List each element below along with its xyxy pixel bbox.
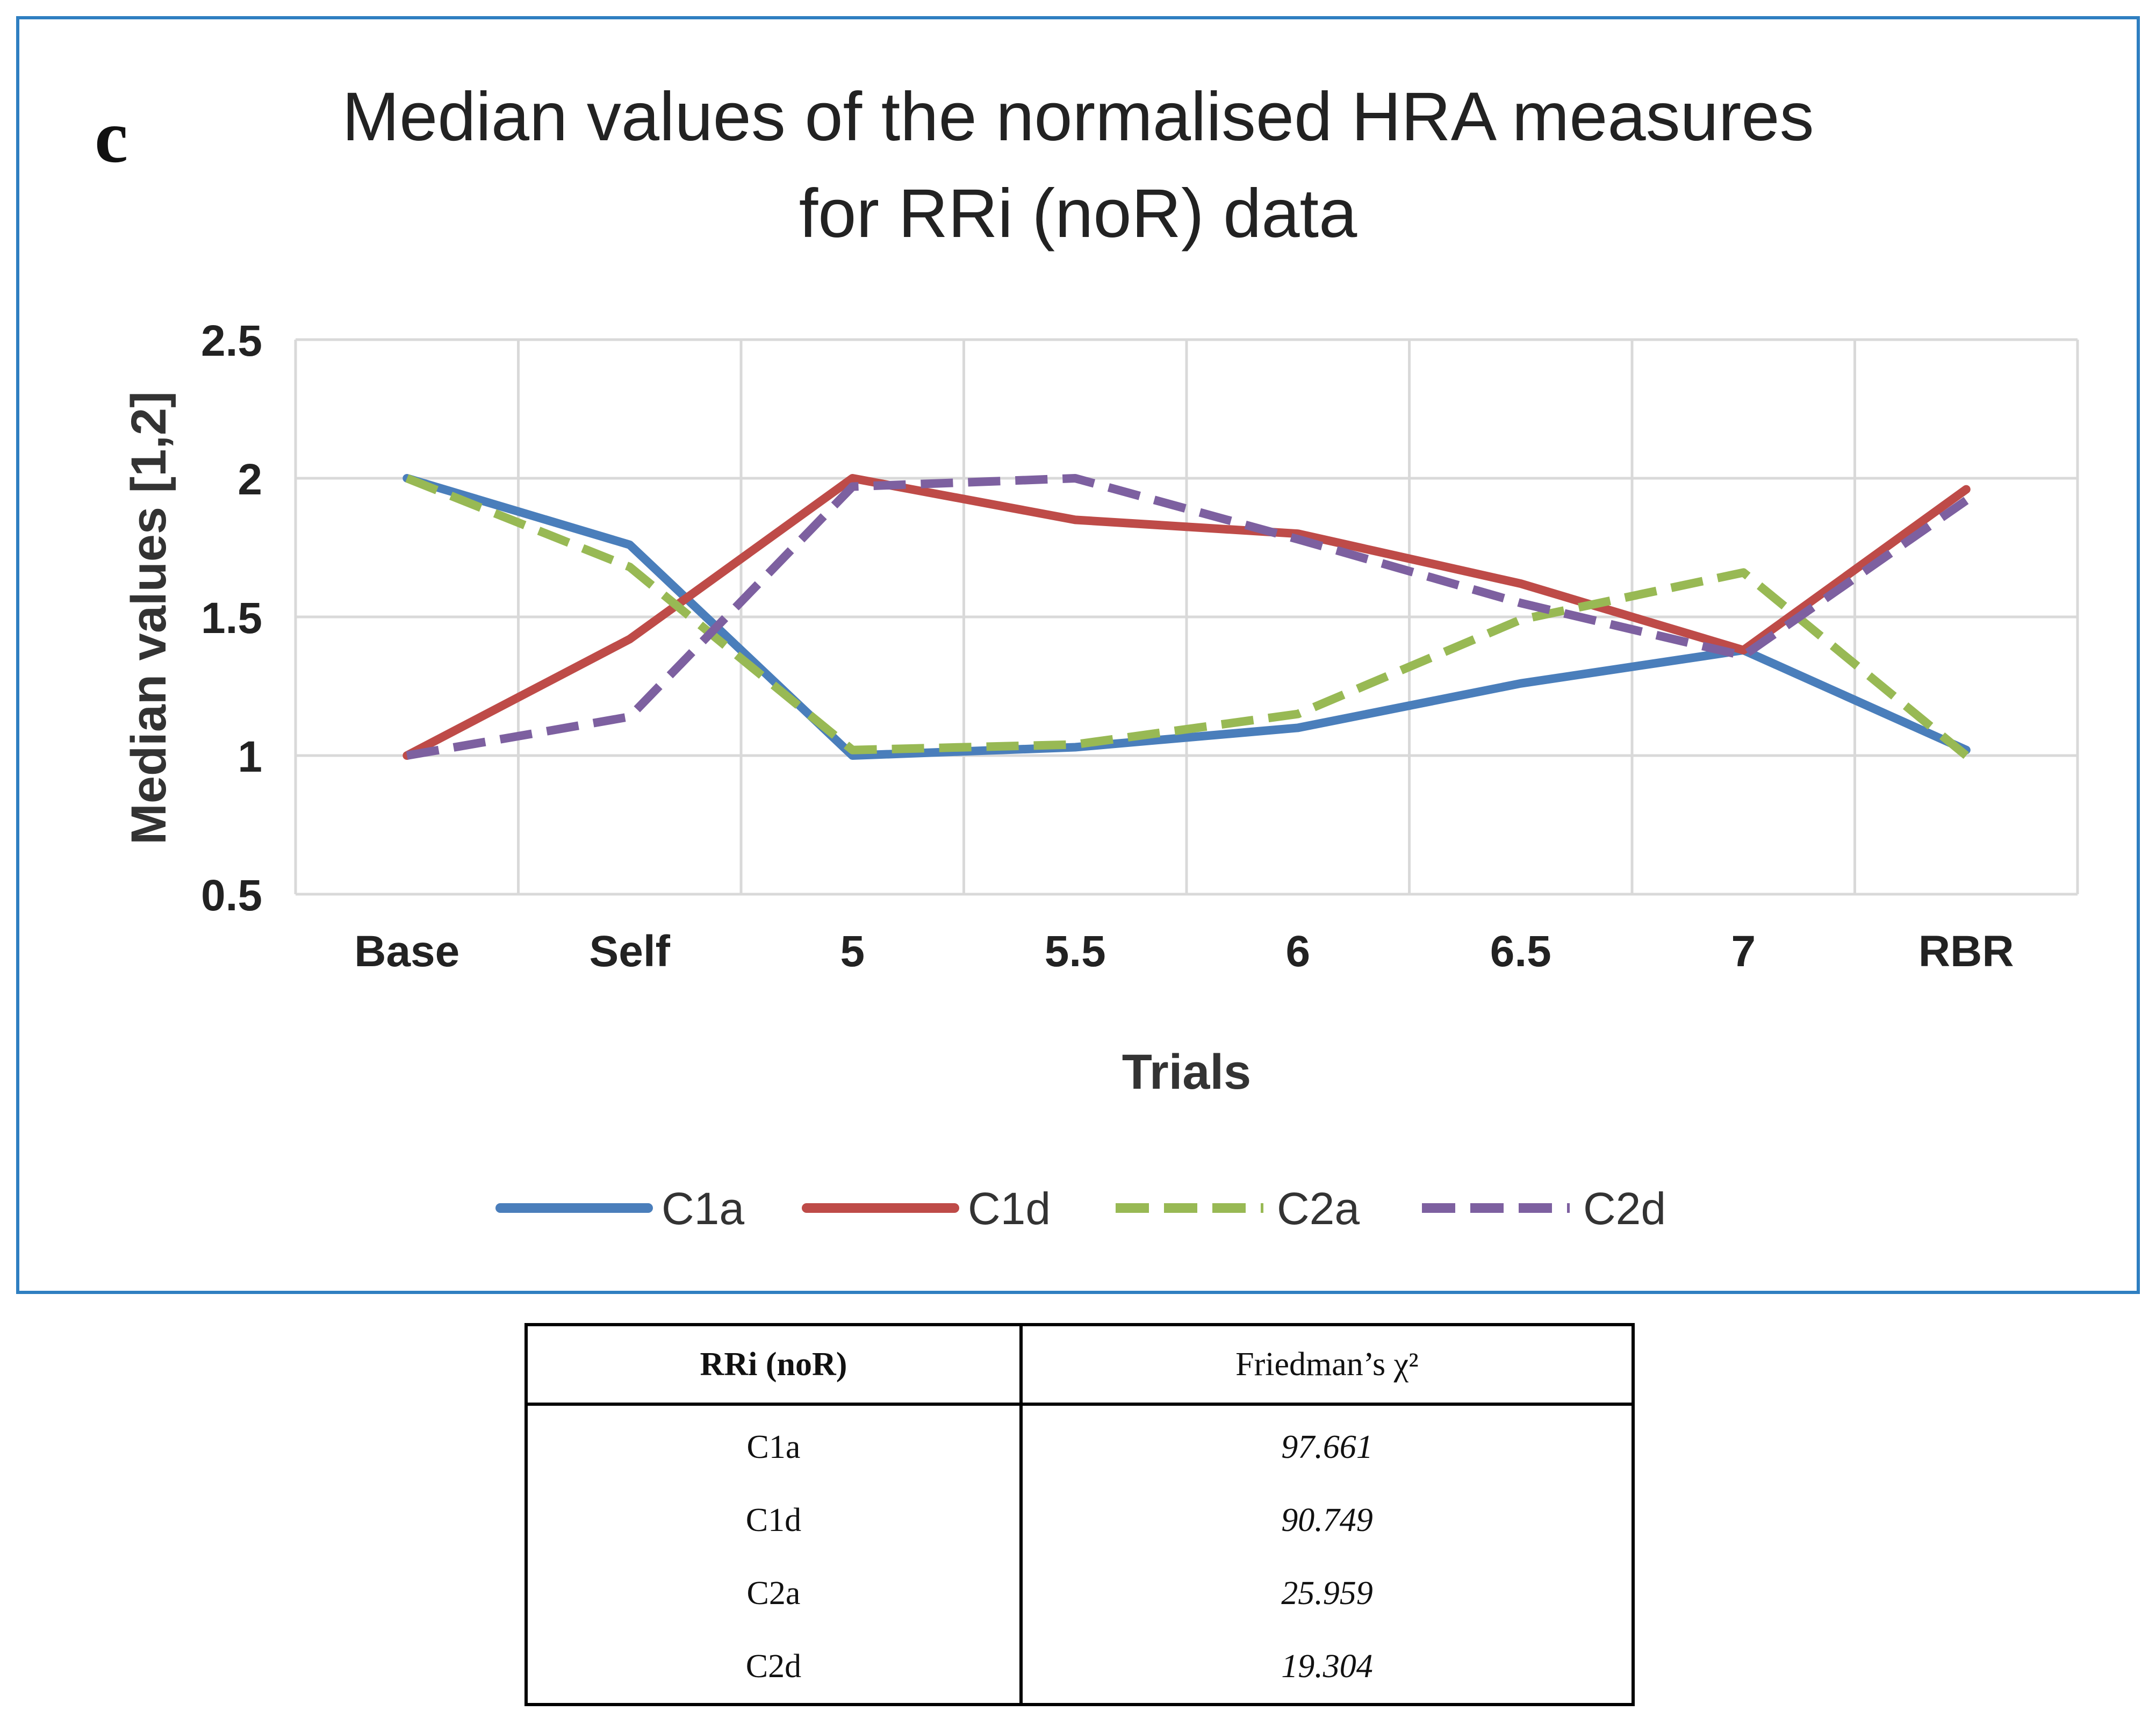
table-cell-measure: C2a	[526, 1557, 1023, 1630]
table-row: C1a 97.661	[526, 1404, 1633, 1484]
legend-label: C1a	[662, 1183, 744, 1234]
x-tick-label: 6.5	[1490, 927, 1551, 976]
table-row: C1d 90.749	[526, 1484, 1633, 1557]
y-tick-label: 1.5	[201, 594, 262, 643]
gridlines	[294, 338, 2079, 896]
x-tick-label: 6	[1285, 927, 1310, 976]
table-row: C2d 19.304	[526, 1630, 1633, 1705]
y-axis-label: Median values [1,2]	[121, 391, 176, 845]
friedman-table: RRi (noR) Friedman’s χ² C1a 97.661 C1d 9…	[524, 1323, 1635, 1706]
x-tick-label: Self	[590, 927, 671, 976]
series-line-c1a	[403, 474, 1971, 760]
table-header-measure: RRi (noR)	[526, 1325, 1023, 1406]
x-tick-label: RBR	[1918, 927, 2014, 976]
table-cell-value: 19.304	[1281, 1648, 1373, 1685]
table-cell-value: 90.749	[1281, 1501, 1373, 1539]
chart-title-line-1: Median values of the normalised HRA meas…	[342, 78, 1814, 155]
table-cell-value: 25.959	[1281, 1575, 1373, 1612]
x-tick-label: 5	[840, 927, 865, 976]
table-cell-measure: C1a	[526, 1404, 1023, 1484]
series-line-c2a	[405, 474, 1969, 759]
x-tick-label: 5.5	[1045, 927, 1106, 976]
series-line-c1d	[403, 474, 1971, 760]
axes: 0.5 1 1.5 2 2.5 Base Self 5 5.5 6 6.5 7 RBR	[201, 317, 2014, 976]
line-chart: c Median values of the normalised HRA me…	[95, 78, 2079, 1234]
y-tick-label: 2	[238, 455, 262, 504]
table-header-friedman: Friedman’s χ²	[1020, 1325, 1633, 1406]
legend-label: C2a	[1277, 1183, 1360, 1234]
legend: C1a C1d C2a C2d	[495, 1183, 1666, 1234]
panel-letter: c	[95, 95, 128, 178]
table-header-row: RRi (noR) Friedman’s χ²	[526, 1325, 1633, 1406]
table-cell-measure: C1d	[526, 1484, 1023, 1557]
table-cell-value: 97.661	[1281, 1428, 1373, 1465]
x-axis-label: Trials	[1122, 1045, 1251, 1099]
x-tick-label: 7	[1731, 927, 1756, 976]
table-row: C2a 25.959	[526, 1557, 1633, 1630]
legend-label: C1d	[968, 1183, 1051, 1234]
series-lines	[403, 474, 1971, 760]
x-tick-label: Base	[354, 927, 459, 976]
series-line-c2d	[406, 474, 1969, 760]
y-tick-label: 1	[238, 732, 262, 781]
y-tick-label: 0.5	[201, 871, 262, 920]
table-cell-measure: C2d	[526, 1630, 1023, 1705]
chart-title-line-2: for RRi (noR) data	[799, 175, 1357, 252]
legend-label: C2d	[1583, 1183, 1666, 1234]
chart-panel: c Median values of the normalised HRA me…	[16, 16, 2140, 1294]
y-tick-label: 2.5	[201, 317, 262, 365]
